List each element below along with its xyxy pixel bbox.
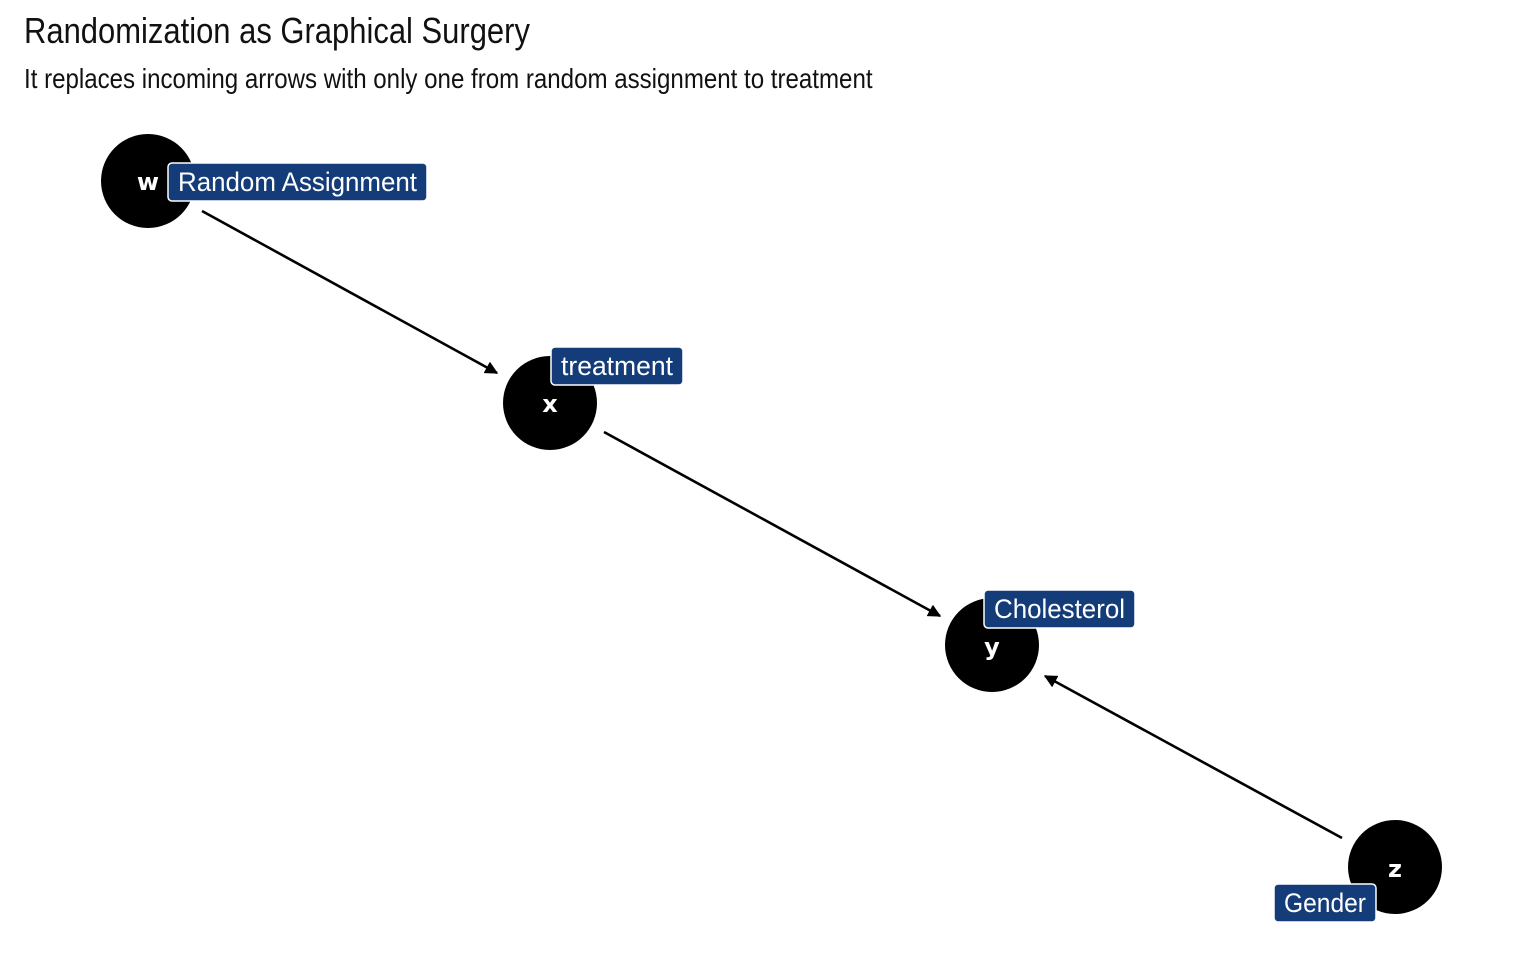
node-y-label-box: [983, 589, 1136, 629]
node-y-letter: y: [984, 633, 1000, 661]
node-z-letter: z: [1388, 855, 1402, 883]
node-z: z Gender: [1273, 820, 1442, 923]
figure-title: Randomization as Graphical Surgery: [24, 10, 530, 51]
node-x-label-box: [550, 346, 684, 386]
figure-subtitle: It replaces incoming arrows with only on…: [24, 63, 873, 94]
node-y-label: Cholesterol: [994, 594, 1125, 624]
edge-z-y: [1043, 674, 1343, 840]
node-z-label: Gender: [1284, 888, 1366, 918]
edge-w-x: [201, 209, 499, 375]
node-x-letter: x: [542, 390, 558, 418]
node-w-letter: w: [137, 168, 159, 196]
node-z-label-box: [1273, 883, 1377, 923]
node-x-label: treatment: [561, 351, 673, 381]
node-w: w Random Assignment: [101, 134, 428, 228]
edges-layer: [201, 209, 1343, 840]
node-x: x treatment: [503, 346, 684, 450]
node-w-circle: [101, 134, 195, 228]
node-w-label: Random Assignment: [178, 167, 417, 197]
node-y: y Cholesterol: [945, 589, 1136, 692]
node-w-label-box: [167, 162, 428, 202]
edge-x-y: [603, 430, 942, 618]
